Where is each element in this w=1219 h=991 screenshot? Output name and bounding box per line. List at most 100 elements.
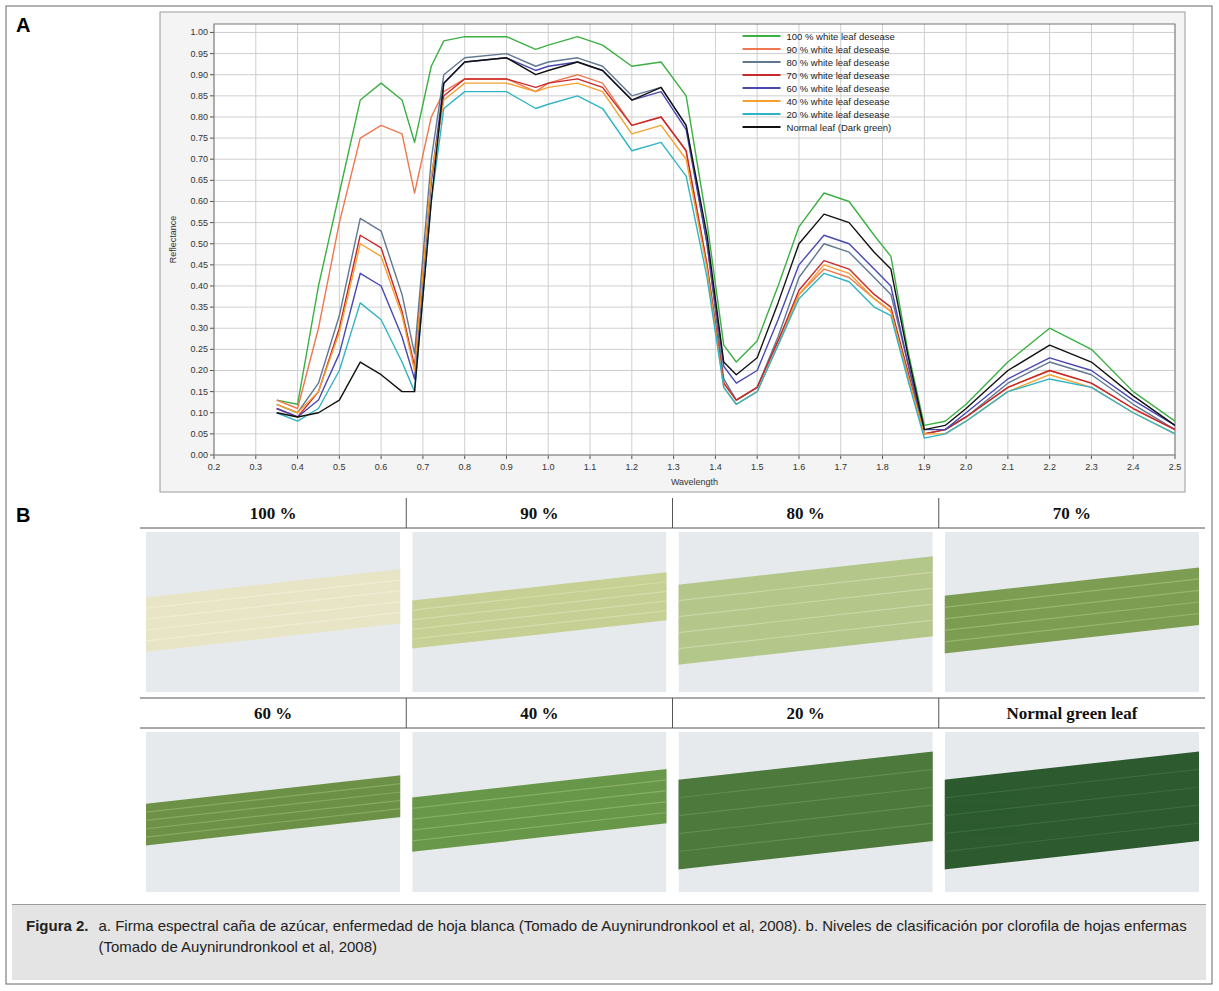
y-grid-line <box>214 138 1175 139</box>
leaf-label: 80 % <box>787 504 825 523</box>
x-tick-label: 0.8 <box>458 462 471 472</box>
series-line <box>277 75 1175 434</box>
x-grid-line <box>1091 24 1092 455</box>
legend-label: 70 % white leaf desease <box>787 70 890 81</box>
y-tick <box>210 74 214 75</box>
leaf-label: 90 % <box>520 504 558 523</box>
leaf-label: 20 % <box>787 704 825 723</box>
series-line <box>277 58 1175 430</box>
x-grid-line <box>339 24 340 455</box>
x-tick <box>631 455 632 459</box>
y-tick <box>210 391 214 392</box>
legend-swatch <box>743 35 781 37</box>
row-rule <box>140 698 1205 699</box>
legend-label: 80 % white leaf desease <box>787 57 890 68</box>
y-tick-label: 0.95 <box>190 49 208 59</box>
x-tick <box>840 455 841 459</box>
x-tick-label: 1.1 <box>584 462 597 472</box>
caption-text: a. Firma espectral caña de azúcar, enfer… <box>99 915 1192 970</box>
y-tick-label: 0.25 <box>190 344 208 354</box>
leaf-photo <box>679 532 933 692</box>
x-grid-line <box>548 24 549 455</box>
leaf-vein <box>679 588 933 617</box>
leaf-vein <box>945 823 1199 852</box>
y-tick <box>210 264 214 265</box>
y-tick <box>210 285 214 286</box>
y-tick <box>210 201 214 202</box>
x-grid-line <box>966 24 967 455</box>
x-tick-label: 0.4 <box>291 462 304 472</box>
leaf-vein <box>146 612 400 641</box>
caption: Figura 2. a. Firma espectral caña de azú… <box>12 904 1206 980</box>
leaf-vein <box>146 784 400 813</box>
leaf-vein <box>945 769 1199 798</box>
y-tick-label: 0.05 <box>190 429 208 439</box>
y-tick <box>210 32 214 33</box>
x-grid-line <box>631 24 632 455</box>
leaf <box>945 751 1199 869</box>
leaf-vein <box>146 601 400 630</box>
leaf-vein <box>679 787 933 816</box>
x-tick <box>255 455 256 459</box>
x-tick-label: 0.9 <box>500 462 513 472</box>
y-tick-label: 0.50 <box>190 239 208 249</box>
leaf-label: 60 % <box>254 704 292 723</box>
x-grid-line <box>255 24 256 455</box>
x-tick <box>798 455 799 459</box>
leaf <box>412 769 666 852</box>
y-grid-line <box>214 222 1175 223</box>
leaf <box>146 569 400 652</box>
y-axis-title: Reflectance <box>168 216 178 264</box>
legend-swatch <box>743 126 781 128</box>
header-separator <box>672 698 673 728</box>
y-tick-label: 1.00 <box>190 27 208 37</box>
leaf-photo <box>679 732 933 892</box>
x-tick <box>548 455 549 459</box>
leaf-photo <box>412 532 666 692</box>
x-tick <box>214 455 215 459</box>
y-grid-line <box>214 53 1175 54</box>
y-tick <box>210 433 214 434</box>
panel-letter: A <box>16 14 30 36</box>
leaf-label: 100 % <box>250 504 297 523</box>
legend-swatch <box>743 100 781 102</box>
x-tick <box>1091 455 1092 459</box>
y-tick <box>210 53 214 54</box>
leaf-vein <box>146 580 400 609</box>
y-tick-label: 0.40 <box>190 281 208 291</box>
x-tick-label: 2.1 <box>1002 462 1015 472</box>
leaf <box>679 556 933 665</box>
y-tick-label: 0.70 <box>190 154 208 164</box>
plot-frame <box>214 24 1175 455</box>
x-grid-line <box>1007 24 1008 455</box>
leaf-label: Normal green leaf <box>1006 704 1137 723</box>
series-line <box>277 92 1175 438</box>
y-grid-line <box>214 328 1175 329</box>
leaf-photo <box>146 732 400 892</box>
legend-swatch <box>743 113 781 115</box>
x-tick <box>422 455 423 459</box>
leaf-vein <box>945 590 1199 619</box>
y-tick-label: 0.55 <box>190 218 208 228</box>
leaf-vein <box>945 787 1199 816</box>
caption-label: Figura 2. <box>26 915 89 970</box>
y-tick <box>210 328 214 329</box>
y-tick <box>210 412 214 413</box>
x-tick-label: 1.8 <box>876 462 889 472</box>
leaf <box>679 751 933 869</box>
y-tick-label: 0.80 <box>190 112 208 122</box>
y-tick-label: 0.65 <box>190 175 208 185</box>
leaf-vein <box>146 591 400 620</box>
header-separator <box>672 498 673 528</box>
figure-frame <box>6 6 1212 984</box>
x-tick <box>590 455 591 459</box>
leaf-vein <box>945 613 1199 642</box>
y-tick-label: 0.45 <box>190 260 208 270</box>
x-tick-label: 1.4 <box>709 462 722 472</box>
legend-swatch <box>743 61 781 63</box>
series-line <box>277 79 1175 434</box>
x-grid-line <box>297 24 298 455</box>
leaf <box>945 567 1199 653</box>
legend-label: 40 % white leaf desease <box>787 96 890 107</box>
y-tick-label: 0.30 <box>190 323 208 333</box>
